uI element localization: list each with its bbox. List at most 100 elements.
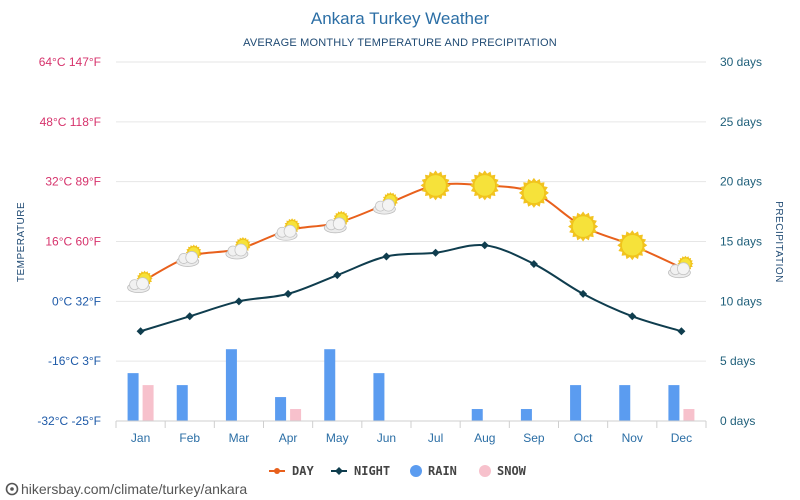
x-tick-label: Nov <box>622 431 643 445</box>
temperature-tick-label: 16°C 60°F <box>45 235 101 249</box>
watermark-text: hikersbay.com/climate/turkey/ankara <box>21 481 247 497</box>
cloud-puff <box>332 217 346 231</box>
x-tick-label: Oct <box>574 431 593 445</box>
snow-bar <box>683 409 695 421</box>
legend-item-rain: RAIN <box>410 464 457 478</box>
legend-item-snow: SNOW <box>479 464 527 478</box>
precipitation-bars <box>127 349 695 421</box>
night-temperature-line <box>140 243 682 333</box>
partly-cloudy-icon <box>373 192 399 215</box>
watermark: hikersbay.com/climate/turkey/ankara <box>5 481 247 497</box>
temperature-tick-label: 64°C 147°F <box>39 55 101 69</box>
night-point <box>579 289 588 298</box>
snow-bar <box>290 409 302 421</box>
chart-subtitle: AVERAGE MONTHLY TEMPERATURE AND PRECIPIT… <box>243 37 557 49</box>
partly-cloudy-icon <box>274 218 301 241</box>
cloud-puff <box>382 198 395 212</box>
precipitation-tick-label: 15 days <box>720 235 762 249</box>
sun-disc <box>424 174 447 197</box>
legend-label: DAY <box>292 464 314 478</box>
chart-title: Ankara Turkey Weather <box>311 9 490 28</box>
sun-disc <box>571 215 595 238</box>
night-point <box>185 312 194 321</box>
partly-cloudy-icon <box>323 210 350 234</box>
x-tick-label: Jun <box>377 431 396 445</box>
x-tick-label: Jul <box>428 431 443 445</box>
precipitation-tick-label: 0 days <box>720 414 755 428</box>
sun-icon <box>518 177 549 208</box>
x-tick-label: Dec <box>671 431 692 445</box>
precipitation-tick-label: 30 days <box>720 55 762 69</box>
rain-bar <box>471 409 483 421</box>
cloud-puff <box>677 262 690 276</box>
sun-disc <box>522 181 546 205</box>
precipitation-tick-label: 25 days <box>720 115 762 129</box>
x-axis: Jan Feb Mar Apr May Jun Jul Aug Sep Oct Nov Dec <box>115 420 707 445</box>
partly-cloudy-icon <box>225 237 251 260</box>
x-tick-label: Sep <box>523 431 545 445</box>
precipitation-tick-label: 10 days <box>720 294 762 308</box>
cloud-puff <box>283 224 297 238</box>
cloud-puff <box>136 277 149 291</box>
precipitation-axis-title: PRECIPITATION <box>773 201 784 283</box>
legend-marker-circle <box>479 465 491 477</box>
temperature-tick-label: -32°C -25°F <box>37 414 101 428</box>
sun-icon <box>420 170 451 201</box>
precipitation-tick-label: 20 days <box>720 175 762 189</box>
precipitation-tick-label: 5 days <box>720 354 755 368</box>
night-point <box>333 271 342 280</box>
night-point <box>529 259 538 268</box>
sun-icon <box>469 170 500 201</box>
gridlines <box>116 61 706 422</box>
x-tick-label: Aug <box>474 431 495 445</box>
night-point <box>431 248 440 257</box>
x-tick-label: Feb <box>179 431 200 445</box>
night-point <box>628 312 637 321</box>
x-tick-label: Jan <box>131 431 150 445</box>
night-point <box>382 252 391 261</box>
night-point <box>234 297 243 306</box>
temperature-tick-label: 48°C 118°F <box>40 115 101 129</box>
rain-bar <box>520 409 532 421</box>
legend-label: RAIN <box>428 464 457 478</box>
night-point <box>284 289 293 298</box>
x-tick-label: Mar <box>229 431 250 445</box>
location-pin-icon <box>5 482 19 496</box>
x-tick-label: May <box>326 431 349 445</box>
legend-marker-circle <box>410 465 422 477</box>
temperature-axis-ticks: 64°C 147°F 48°C 118°F 32°C 89°F 16°C 60°F 0°… <box>37 55 101 428</box>
sun-disc <box>473 174 497 197</box>
temperature-axis-title: TEMPERATURE <box>16 202 27 282</box>
rain-bar <box>668 385 680 421</box>
temperature-tick-label: -16°C 3°F <box>48 354 101 368</box>
legend: DAY NIGHT RAIN SNOW <box>269 464 527 478</box>
rain-bar <box>127 373 139 421</box>
legend-label: SNOW <box>497 464 527 478</box>
temperature-tick-label: 0°C 32°F <box>52 294 101 308</box>
legend-item-day: DAY <box>269 464 314 478</box>
day-temperature-line <box>140 182 682 284</box>
temperature-tick-label: 32°C 89°F <box>45 175 101 189</box>
legend-marker-dot <box>274 468 280 474</box>
precipitation-axis-ticks: 30 days 25 days 20 days 15 days 10 days 5 day… <box>720 55 762 428</box>
legend-label: NIGHT <box>354 464 390 478</box>
cloud-puff <box>185 251 199 264</box>
rain-bar <box>176 385 188 421</box>
sun-icon <box>617 230 648 261</box>
night-point <box>136 327 145 336</box>
rain-bar <box>225 349 237 421</box>
rain-bar <box>373 373 385 421</box>
night-point <box>677 327 686 336</box>
legend-marker-diamond <box>335 467 343 475</box>
snow-bar <box>142 385 154 421</box>
rain-bar <box>275 397 287 421</box>
sun-disc <box>620 233 644 257</box>
temperature-lines <box>136 182 686 336</box>
weather-icons <box>127 170 694 294</box>
rain-bar <box>570 385 582 421</box>
rain-bar <box>324 349 336 421</box>
legend-item-night: NIGHT <box>331 464 390 478</box>
partly-cloudy-icon <box>176 244 202 267</box>
night-point <box>480 241 489 250</box>
